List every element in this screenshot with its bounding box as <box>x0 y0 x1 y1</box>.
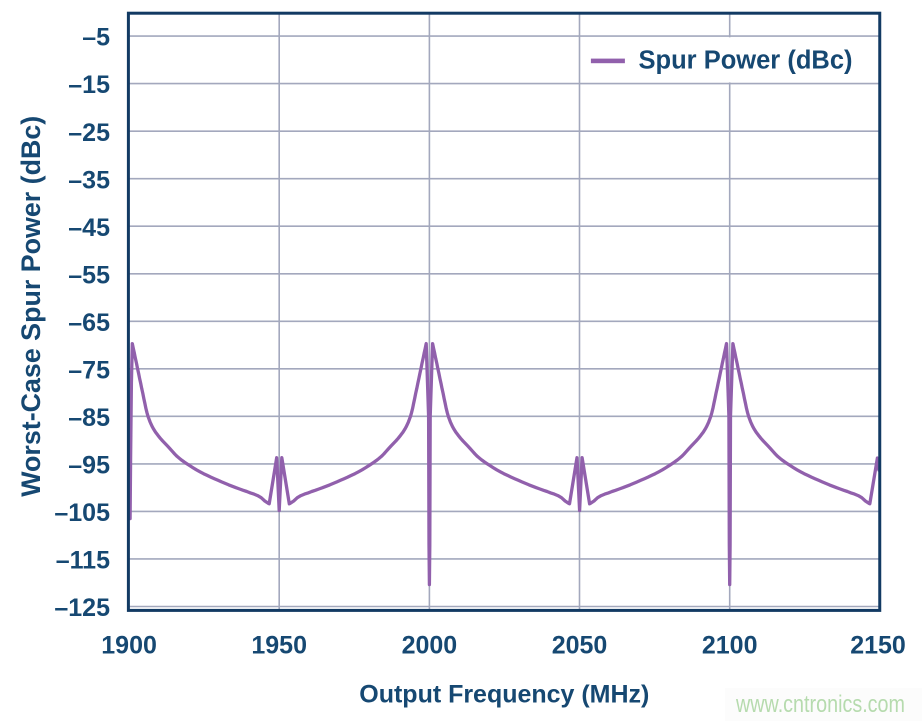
svg-text:–75: –75 <box>68 356 110 384</box>
svg-text:–95: –95 <box>68 452 110 480</box>
svg-text:Output Frequency (MHz): Output Frequency (MHz) <box>359 681 649 709</box>
svg-text:2150: 2150 <box>850 631 906 659</box>
svg-text:2000: 2000 <box>402 631 458 659</box>
svg-text:Spur Power (dBc): Spur Power (dBc) <box>639 47 853 75</box>
svg-text:1900: 1900 <box>101 631 157 659</box>
svg-text:–5: –5 <box>82 24 110 52</box>
svg-text:1950: 1950 <box>251 631 307 659</box>
svg-text:–125: –125 <box>54 594 110 622</box>
svg-text:Worst-Case Spur Power (dBc): Worst-Case Spur Power (dBc) <box>16 116 46 497</box>
svg-text:–35: –35 <box>68 166 110 194</box>
svg-text:–65: –65 <box>68 309 110 337</box>
svg-text:–25: –25 <box>68 119 110 147</box>
svg-text:–15: –15 <box>68 71 110 99</box>
svg-text:–85: –85 <box>68 404 110 432</box>
svg-text:–55: –55 <box>68 261 110 289</box>
svg-text:2050: 2050 <box>552 631 608 659</box>
svg-text:–105: –105 <box>54 499 110 527</box>
svg-text:–115: –115 <box>56 547 110 575</box>
svg-text:2100: 2100 <box>702 631 758 659</box>
svg-text:–45: –45 <box>68 214 110 242</box>
svg-text:www.cntronics.com: www.cntronics.com <box>735 691 905 718</box>
